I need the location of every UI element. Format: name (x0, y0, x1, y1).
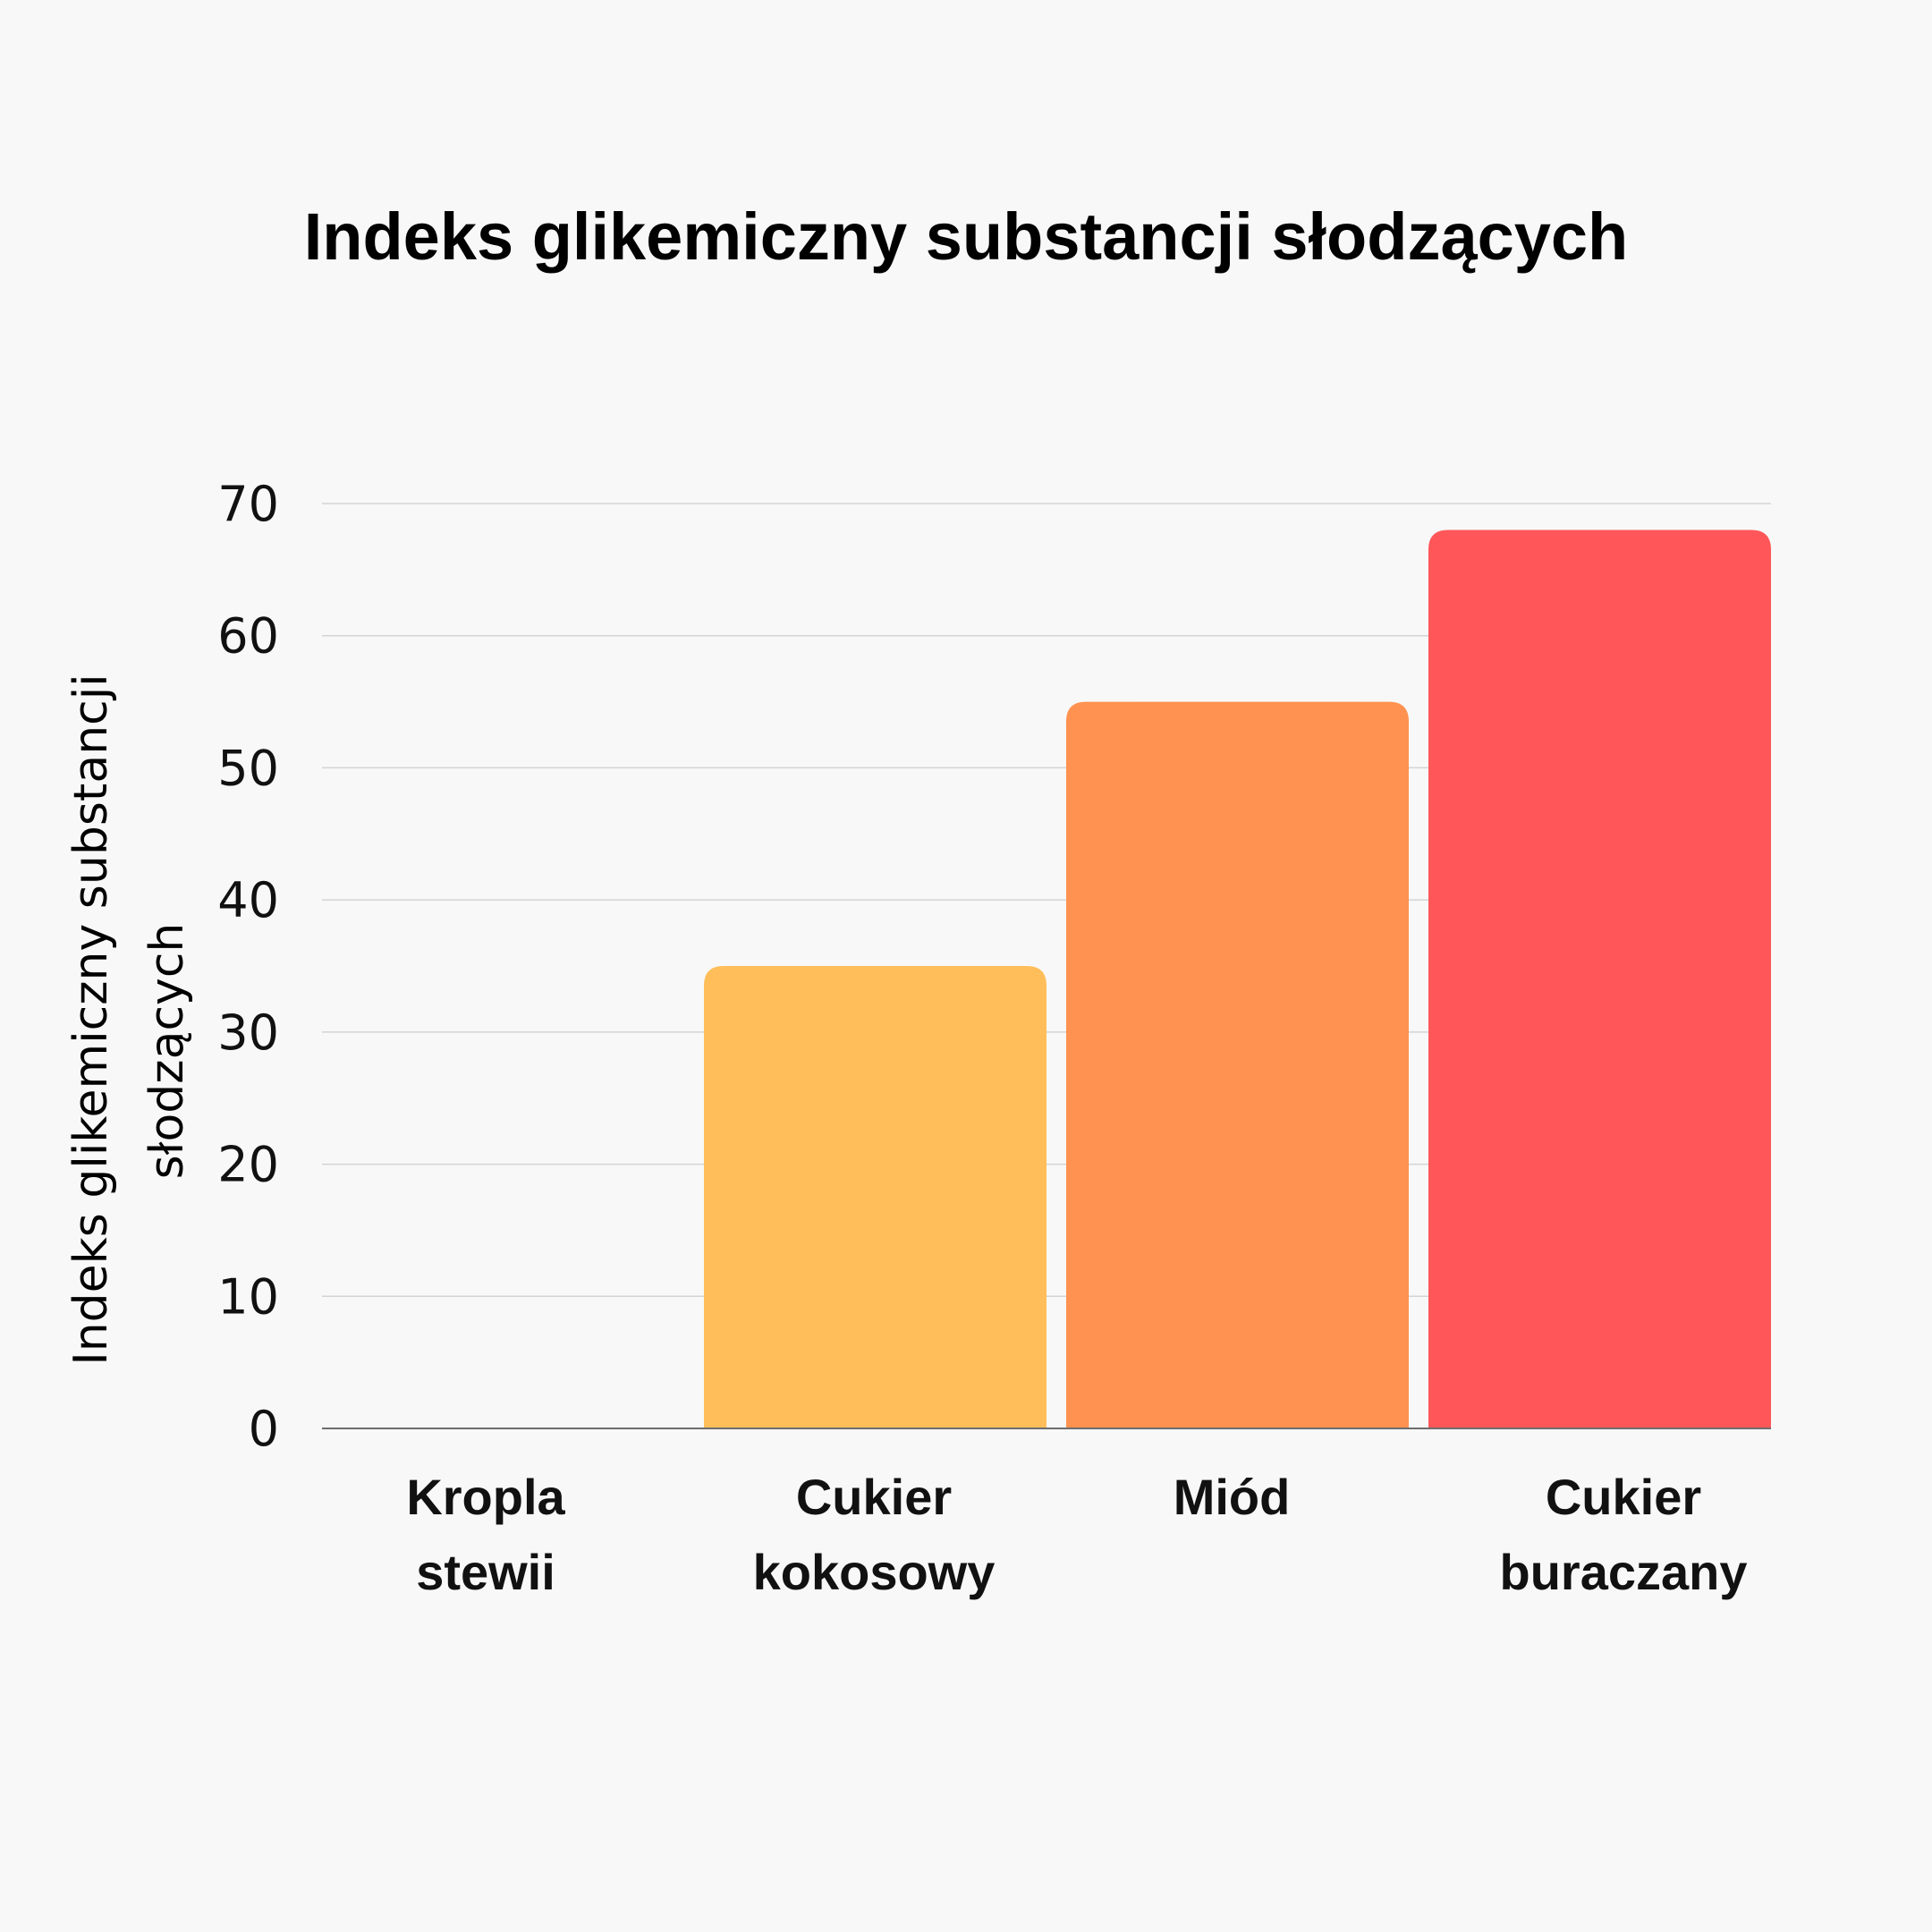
bar (1428, 530, 1771, 1428)
y-tick-label: 50 (217, 740, 279, 796)
y-axis-label: Indeks glikemiczny substancji (64, 674, 118, 1365)
y-axis-title: Indeks glikemiczny substancji słodzących (64, 674, 194, 1365)
bar (704, 966, 1046, 1428)
y-tick-label: 60 (217, 608, 279, 665)
y-tick-label: 20 (217, 1137, 279, 1193)
x-tick-label: stewii (416, 1544, 555, 1600)
y-tick-label: 70 (217, 476, 279, 532)
x-tick-label: Kropla (406, 1469, 565, 1525)
x-tick-label: Cukier (796, 1469, 952, 1525)
y-tick-label: 0 (249, 1401, 279, 1457)
x-tick-label: kokosowy (753, 1544, 996, 1600)
x-tick-label: Miód (1174, 1469, 1291, 1525)
y-tick-label: 30 (217, 1004, 279, 1061)
x-axis-labels: Kropla stewii Cukier kokosowy Miód Cukier bura… (406, 1469, 1747, 1600)
y-tick-label: 10 (217, 1268, 279, 1325)
chart-title: Indeks glikemiczny substancji słodzących (304, 199, 1629, 274)
bar (1066, 701, 1409, 1428)
y-axis-label: słodzących (140, 923, 194, 1180)
y-tick-label: 40 (217, 872, 279, 928)
bars (704, 530, 1771, 1428)
x-tick-label: buraczany (1500, 1544, 1748, 1600)
y-axis-ticks: 0 10 20 30 40 50 60 70 (217, 476, 279, 1457)
x-tick-label: Cukier (1546, 1469, 1701, 1525)
